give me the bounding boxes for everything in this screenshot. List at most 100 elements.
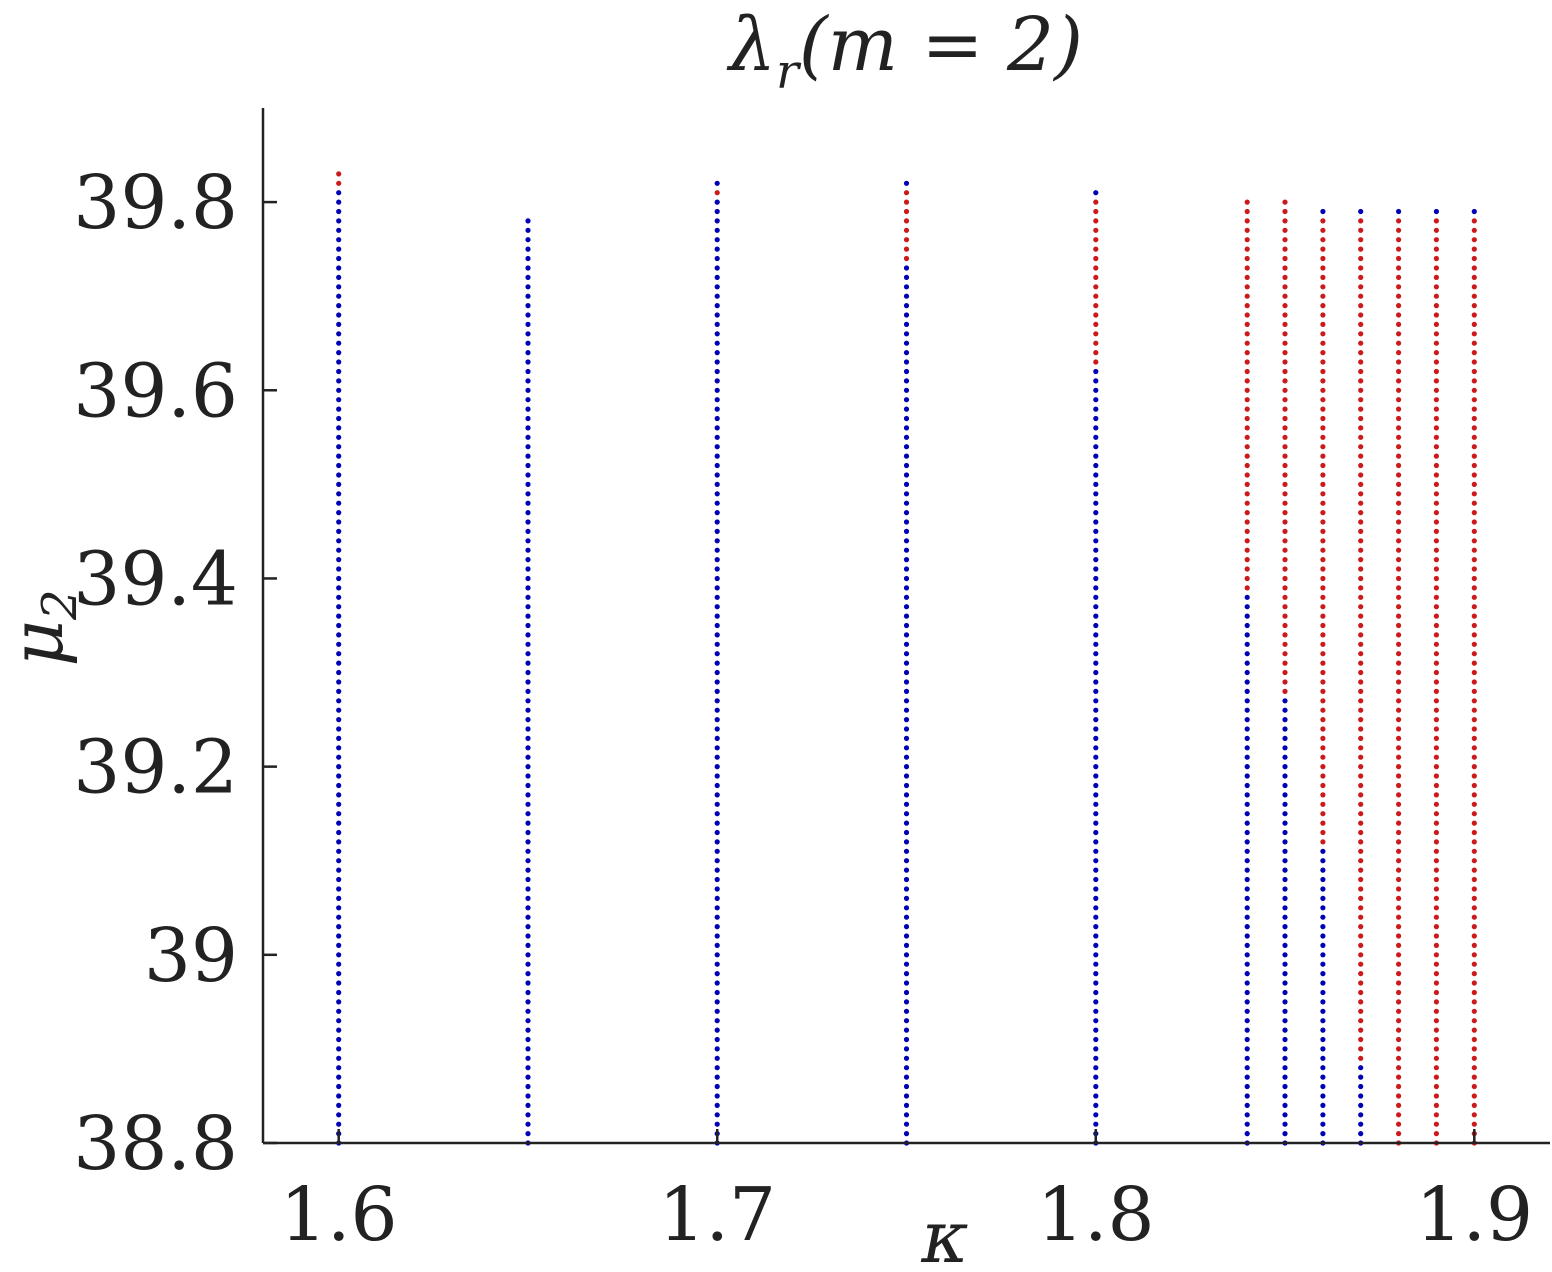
data-point xyxy=(336,293,342,299)
data-point xyxy=(1244,726,1250,732)
data-point xyxy=(1093,331,1099,337)
data-point xyxy=(1433,557,1439,563)
data-point xyxy=(1433,782,1439,789)
data-point xyxy=(1093,444,1099,450)
data-point xyxy=(1433,1046,1439,1052)
data-point xyxy=(1471,876,1477,883)
data-point xyxy=(1358,886,1364,892)
data-point xyxy=(1244,613,1250,619)
data-point xyxy=(903,604,910,610)
data-point xyxy=(1244,557,1250,563)
data-point xyxy=(525,1083,531,1090)
y-axis-label: μ2 xyxy=(0,589,88,666)
data-point xyxy=(1433,444,1439,450)
data-point xyxy=(336,820,342,826)
chart-title: λr(m = 2) xyxy=(726,2,1083,100)
data-point xyxy=(1282,669,1288,676)
data-point xyxy=(1320,303,1326,309)
data-point xyxy=(1358,848,1364,854)
data-point xyxy=(1093,641,1099,647)
data-point xyxy=(1396,660,1402,666)
data-point xyxy=(1358,745,1364,751)
data-point xyxy=(1358,792,1364,798)
data-point xyxy=(336,1083,342,1090)
data-point xyxy=(1396,961,1402,967)
data-point xyxy=(1093,726,1099,732)
data-point xyxy=(1320,1112,1326,1118)
data-point xyxy=(525,444,531,450)
data-point xyxy=(1320,1027,1326,1033)
data-point xyxy=(903,575,910,582)
data-point xyxy=(1320,387,1326,393)
data-point xyxy=(525,1102,531,1108)
data-point xyxy=(1471,472,1477,478)
data-point xyxy=(1093,1093,1099,1099)
data-point xyxy=(525,764,531,770)
ticks: 38.8 39 39.2 39.4 39.6 39.8 1.6 1.7 1.8 1.9 xyxy=(73,160,1533,1258)
data-point xyxy=(1244,528,1250,535)
data-point xyxy=(903,858,910,864)
data-point xyxy=(1093,895,1099,902)
data-point xyxy=(1471,698,1477,704)
data-point xyxy=(1320,876,1326,883)
data-point xyxy=(1471,811,1477,817)
data-point xyxy=(1282,801,1288,807)
data-point xyxy=(714,331,720,337)
data-point xyxy=(1093,999,1099,1005)
data-point xyxy=(525,293,531,299)
data-point xyxy=(1358,829,1364,836)
data-point xyxy=(336,933,342,939)
data-point xyxy=(336,698,342,704)
data-point xyxy=(1471,1055,1477,1061)
data-point xyxy=(1093,453,1099,459)
data-point xyxy=(336,509,342,516)
data-point xyxy=(1396,613,1402,619)
data-point xyxy=(714,698,720,704)
data-point xyxy=(336,641,342,647)
data-point xyxy=(1471,1102,1477,1108)
data-point xyxy=(1244,397,1250,403)
data-point xyxy=(525,303,531,309)
data-point xyxy=(1471,632,1477,638)
data-point xyxy=(1396,284,1402,290)
data-point xyxy=(714,538,720,544)
data-point xyxy=(1282,707,1288,713)
data-point xyxy=(525,782,531,789)
data-point xyxy=(903,905,910,911)
data-point xyxy=(336,905,342,911)
data-point xyxy=(1358,622,1364,629)
data-point xyxy=(336,575,342,582)
data-point xyxy=(1320,265,1326,271)
data-point xyxy=(1358,1121,1364,1127)
data-point xyxy=(1358,839,1364,845)
data-point xyxy=(1320,575,1326,582)
data-point xyxy=(1471,1046,1477,1052)
data-point xyxy=(1396,669,1402,676)
data-point xyxy=(1471,481,1477,487)
data-point xyxy=(1320,453,1326,459)
data-point xyxy=(1093,1065,1099,1071)
data-point xyxy=(714,444,720,450)
data-point xyxy=(1358,331,1364,337)
data-point xyxy=(714,764,720,770)
data-point xyxy=(1433,359,1439,365)
data-point xyxy=(1244,1112,1250,1118)
data-point xyxy=(1433,491,1439,497)
data-point xyxy=(1358,453,1364,459)
data-point xyxy=(525,905,531,911)
data-point xyxy=(1433,801,1439,807)
data-point xyxy=(1320,312,1326,318)
data-point xyxy=(1093,952,1099,958)
data-point xyxy=(1282,754,1288,760)
data-point xyxy=(714,801,720,807)
data-point xyxy=(714,622,720,629)
chart-title-rest: (m = 2) xyxy=(799,2,1083,88)
data-point xyxy=(1320,331,1326,337)
data-point xyxy=(1093,509,1099,516)
data-point xyxy=(336,519,342,525)
data-point xyxy=(336,858,342,864)
data-point xyxy=(1396,811,1402,817)
data-point xyxy=(1093,1083,1099,1090)
data-point xyxy=(1433,613,1439,619)
data-point xyxy=(336,312,342,318)
